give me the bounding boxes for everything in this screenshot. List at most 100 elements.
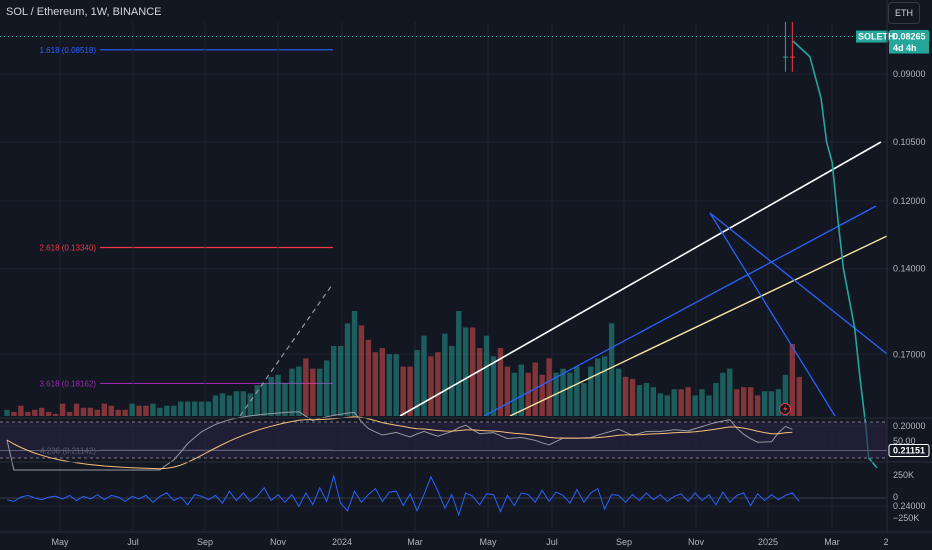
- price-badge-box: [888, 444, 930, 458]
- volume-bar: [699, 389, 705, 416]
- time-axis-background: [0, 532, 932, 550]
- volume-bar: [393, 354, 399, 416]
- time-label: 2: [883, 537, 888, 547]
- volume-bar: [178, 401, 184, 416]
- volume-bar: [518, 364, 524, 416]
- volume-bar: [365, 339, 372, 416]
- volume-bar: [4, 409, 10, 416]
- volume-delta-line: [6, 473, 800, 517]
- volume-bar: [650, 387, 657, 416]
- volume-bar: [504, 366, 511, 416]
- projection-curve[interactable]: [792, 40, 878, 469]
- fibonacci-extension[interactable]: 4.236 (0.21142)3.618 (0.18162)2.618 (0.1…: [40, 0, 334, 455]
- trend-line[interactable]: [483, 205, 877, 416]
- volume-bar: [324, 360, 330, 416]
- symbol-badge-box: [856, 30, 888, 43]
- volume-delta-tick: 0: [893, 492, 898, 502]
- candlestick-series[interactable]: [5, 0, 795, 72]
- volume-bar: [46, 411, 52, 416]
- rsi-signal-line: [6, 416, 793, 470]
- volume-bar: [490, 356, 497, 416]
- volume-bar: [212, 395, 219, 416]
- volume-bar: [191, 401, 198, 416]
- volume-bar: [66, 411, 73, 416]
- lightning-icon[interactable]: [779, 403, 791, 415]
- volume-bar: [581, 383, 587, 416]
- volume-delta-tick: −250K: [893, 513, 919, 523]
- price-tick: 0.10500: [893, 137, 926, 147]
- volume-bar: [629, 378, 636, 416]
- volume-bar: [143, 405, 149, 416]
- volume-bar: [11, 411, 17, 416]
- volume-bar: [39, 407, 45, 416]
- volume-bar: [747, 387, 754, 416]
- volume-bar: [185, 401, 191, 416]
- volume-bar: [337, 346, 344, 416]
- volume-bar: [80, 407, 87, 416]
- volume-bar: [233, 391, 240, 416]
- volume-bar: [94, 409, 101, 416]
- candle[interactable]: [734, 0, 739, 21]
- candle[interactable]: [727, 0, 732, 21]
- volume-bar: [678, 389, 684, 416]
- currency-button[interactable]: ETH: [888, 2, 920, 24]
- volume-delta-tick: 250K: [893, 470, 914, 480]
- price-badge-box: [888, 30, 930, 44]
- volume-bar: [706, 395, 712, 416]
- volume-bar: [622, 376, 629, 416]
- volume-bar: [379, 348, 385, 416]
- chart-grid: [0, 22, 887, 530]
- time-label: 2024: [332, 537, 352, 547]
- volume-bar: [692, 395, 698, 416]
- candle-body: [734, 5, 739, 6]
- price-badge-text: 0.21151: [893, 446, 925, 456]
- time-label: Sep: [616, 537, 632, 547]
- volume-bar: [525, 372, 531, 416]
- time-axis[interactable]: May Jul Sep Nov 2024 Mar May Jul Sep Nov 2025 Mar 2: [0, 531, 932, 550]
- price-badge[interactable]: 0.08265: [888, 30, 930, 44]
- volume-bar: [463, 327, 469, 416]
- volume-bar: [18, 405, 24, 416]
- volume-bar: [254, 385, 260, 416]
- price-axis-background: [887, 0, 932, 550]
- time-label: Nov: [270, 537, 287, 547]
- volume-bar: [268, 376, 274, 416]
- countdown-text: 4d 4h: [893, 43, 917, 53]
- candle[interactable]: [789, 21, 795, 72]
- projection-line[interactable]: [792, 40, 878, 469]
- price-badge[interactable]: 0.21151: [888, 444, 930, 458]
- volume-bar: [595, 358, 601, 416]
- volume-bar: [171, 405, 177, 416]
- volume-bar: [754, 395, 761, 416]
- volume-bar: [358, 325, 365, 416]
- trend-lines[interactable]: [239, 141, 887, 416]
- time-label: 2025: [758, 537, 778, 547]
- volume-bar: [275, 374, 281, 416]
- candle[interactable]: [782, 0, 788, 72]
- volume-bar: [219, 393, 226, 416]
- volume-bar: [386, 354, 392, 416]
- fib-level-label: 2.618 (0.13340): [40, 243, 97, 252]
- volume-bar: [421, 335, 427, 416]
- volume-bar: [344, 323, 351, 416]
- volume-bar: [539, 374, 545, 416]
- volume-bar: [289, 368, 295, 416]
- volume-bar: [497, 348, 504, 416]
- volume-bar: [164, 405, 170, 416]
- volume-bar: [761, 391, 768, 416]
- volume-bar: [226, 395, 233, 416]
- volume-bar: [414, 350, 420, 416]
- volume-bar: [150, 403, 156, 416]
- trend-line[interactable]: [399, 141, 882, 416]
- rsi-line: [6, 411, 793, 471]
- volume-bar: [511, 372, 518, 416]
- volume-bar: [400, 366, 406, 416]
- trend-line[interactable]: [709, 212, 836, 416]
- price-tick: 0.24000: [893, 501, 926, 511]
- trend-line[interactable]: [509, 235, 887, 416]
- trend-line[interactable]: [709, 212, 887, 355]
- symbol-badge: SOLETH: [858, 32, 895, 42]
- volume-bar: [407, 366, 413, 416]
